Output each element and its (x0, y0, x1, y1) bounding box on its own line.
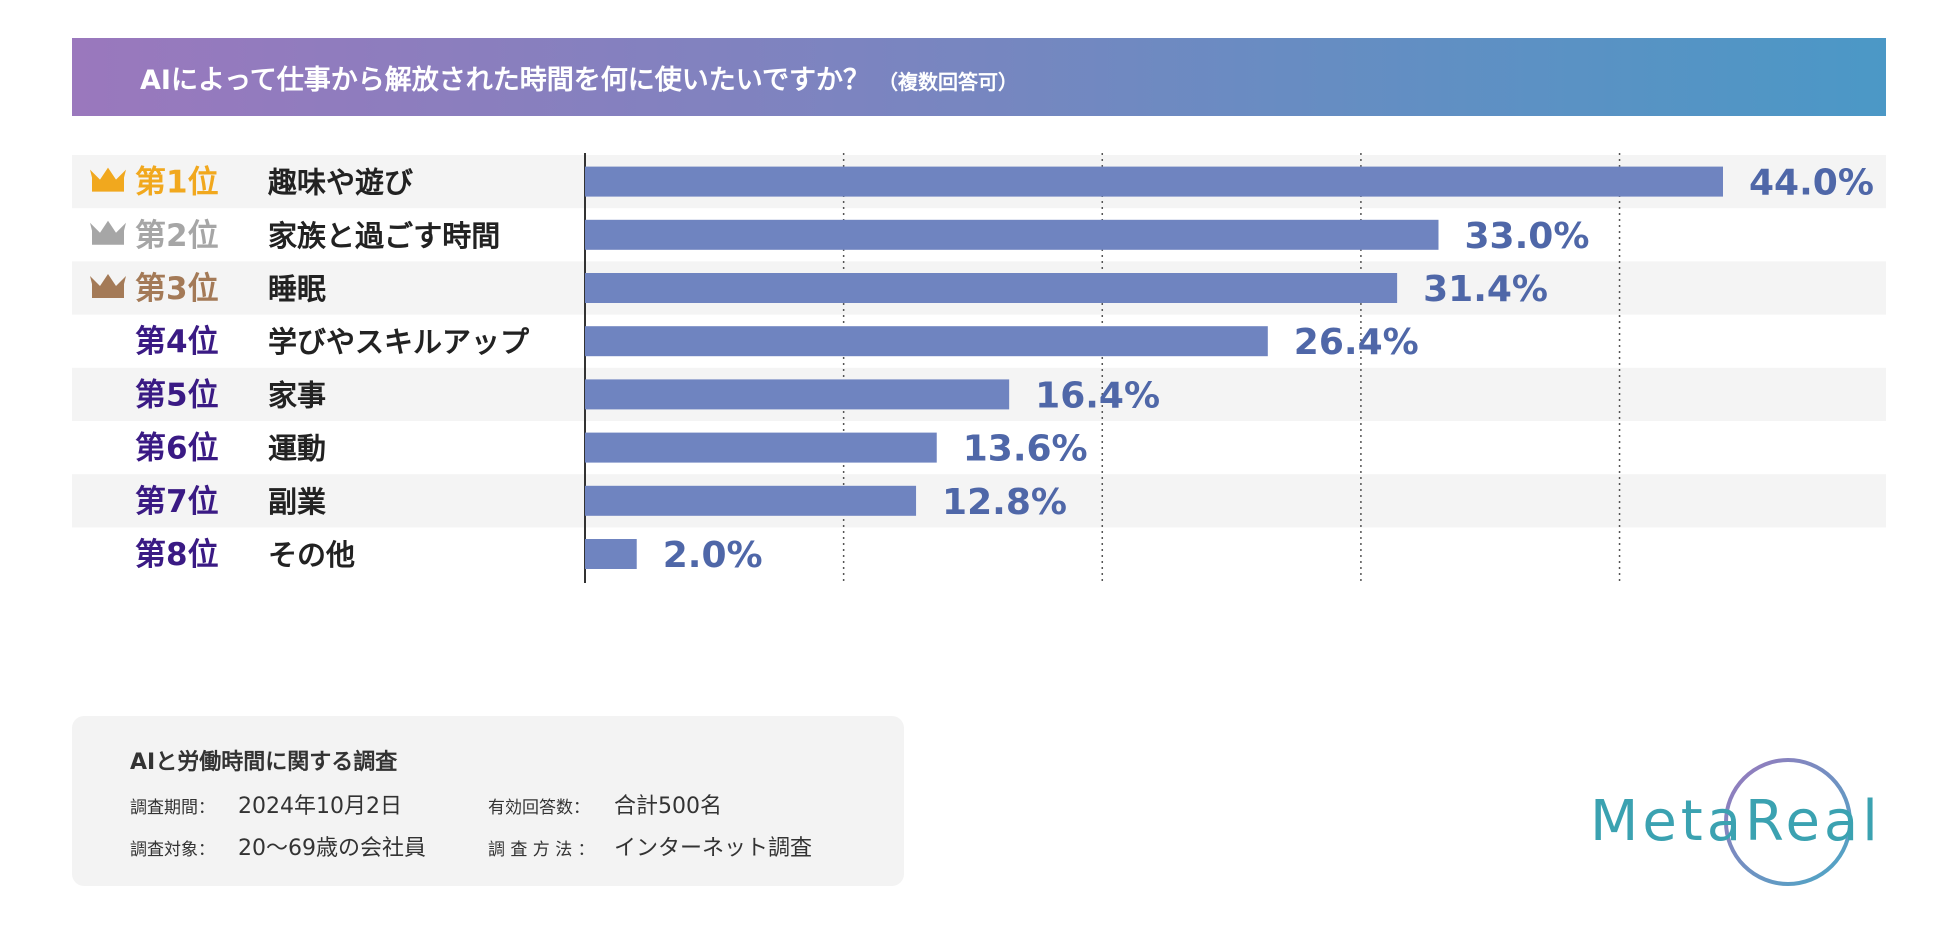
chart-title-banner: AIによって仕事から解放された時間を何に使いたいですか？ （複数回答可） (72, 38, 1886, 116)
survey-responses-label: 有効回答数： (488, 798, 590, 818)
survey-method-value: インターネット調査 (614, 836, 813, 861)
value-label: 31.4% (1423, 269, 1548, 310)
value-label: 44.0% (1749, 163, 1874, 204)
category-label: 副業 (268, 485, 326, 519)
survey-row-2: 調査対象： 20〜69歳の会社員 調 査 方 法 ： インターネット調査 (130, 830, 812, 862)
logo-text: MetaReal (1590, 789, 1882, 854)
value-label: 2.0% (663, 535, 763, 576)
chart-title: AIによって仕事から解放された時間を何に使いたいですか？ （複数回答可） (140, 58, 1018, 97)
survey-method-label: 調 査 方 法 ： (488, 840, 595, 860)
category-label: 趣味や遊び (267, 166, 413, 200)
chart-title-text: AIによって仕事から解放された時間を何に使いたいですか？ (140, 64, 870, 96)
category-label: 家族と過ごす時間 (268, 219, 500, 253)
bar (585, 539, 637, 569)
bar (585, 379, 1010, 410)
bar (585, 326, 1268, 357)
bar-chart: 第1位 趣味や遊び 44.0% 第2位 家族と過ごす時間 33.0% 第3位 睡眠 31.4% 第… (72, 153, 1886, 583)
rank-label: 第8位 (135, 537, 219, 573)
rank-label: 第3位 (135, 271, 219, 307)
value-label: 12.8% (942, 482, 1067, 523)
rank-label: 第4位 (135, 324, 219, 360)
rank-label: 第1位 (135, 165, 219, 201)
crown-icon (90, 167, 126, 192)
bar (585, 219, 1439, 250)
chart-title-note: （複数回答可） (877, 69, 1018, 94)
survey-row-1: 調査期間： 2024年10月2日 有効回答数： 合計500名 (130, 788, 722, 820)
rank-label: 第2位 (135, 218, 219, 254)
category-label: 学びやスキルアップ (268, 325, 530, 359)
row-stripe (72, 474, 1886, 528)
bar (585, 432, 937, 463)
category-label: 運動 (268, 432, 326, 466)
survey-period-value: 2024年10月2日 (238, 794, 402, 819)
category-label: その他 (268, 538, 355, 572)
value-label: 13.6% (963, 429, 1088, 470)
metareal-logo: MetaReal (1590, 758, 1882, 886)
survey-responses-value: 合計500名 (614, 794, 722, 819)
category-label: 睡眠 (268, 272, 326, 306)
value-label: 26.4% (1294, 322, 1419, 363)
survey-target-value: 20〜69歳の会社員 (238, 836, 426, 861)
survey-period-label: 調査期間： (130, 798, 215, 818)
crown-icon (90, 274, 126, 298)
crown-icon (90, 220, 126, 245)
logo-ring (1724, 758, 1852, 886)
survey-target-label: 調査対象： (130, 840, 215, 860)
value-label: 33.0% (1465, 216, 1590, 257)
bar (585, 485, 917, 516)
rank-label: 第5位 (135, 377, 219, 413)
survey-title: AIと労働時間に関する調査 (130, 750, 398, 775)
rank-label: 第6位 (135, 431, 219, 467)
category-label: 家事 (268, 378, 326, 412)
survey-info-box: AIと労働時間に関する調査 調査期間： 2024年10月2日 有効回答数： 合計500… (72, 716, 904, 886)
bar (585, 273, 1398, 303)
value-label: 16.4% (1035, 375, 1160, 416)
bar (585, 166, 1723, 197)
rank-label: 第7位 (135, 484, 219, 520)
